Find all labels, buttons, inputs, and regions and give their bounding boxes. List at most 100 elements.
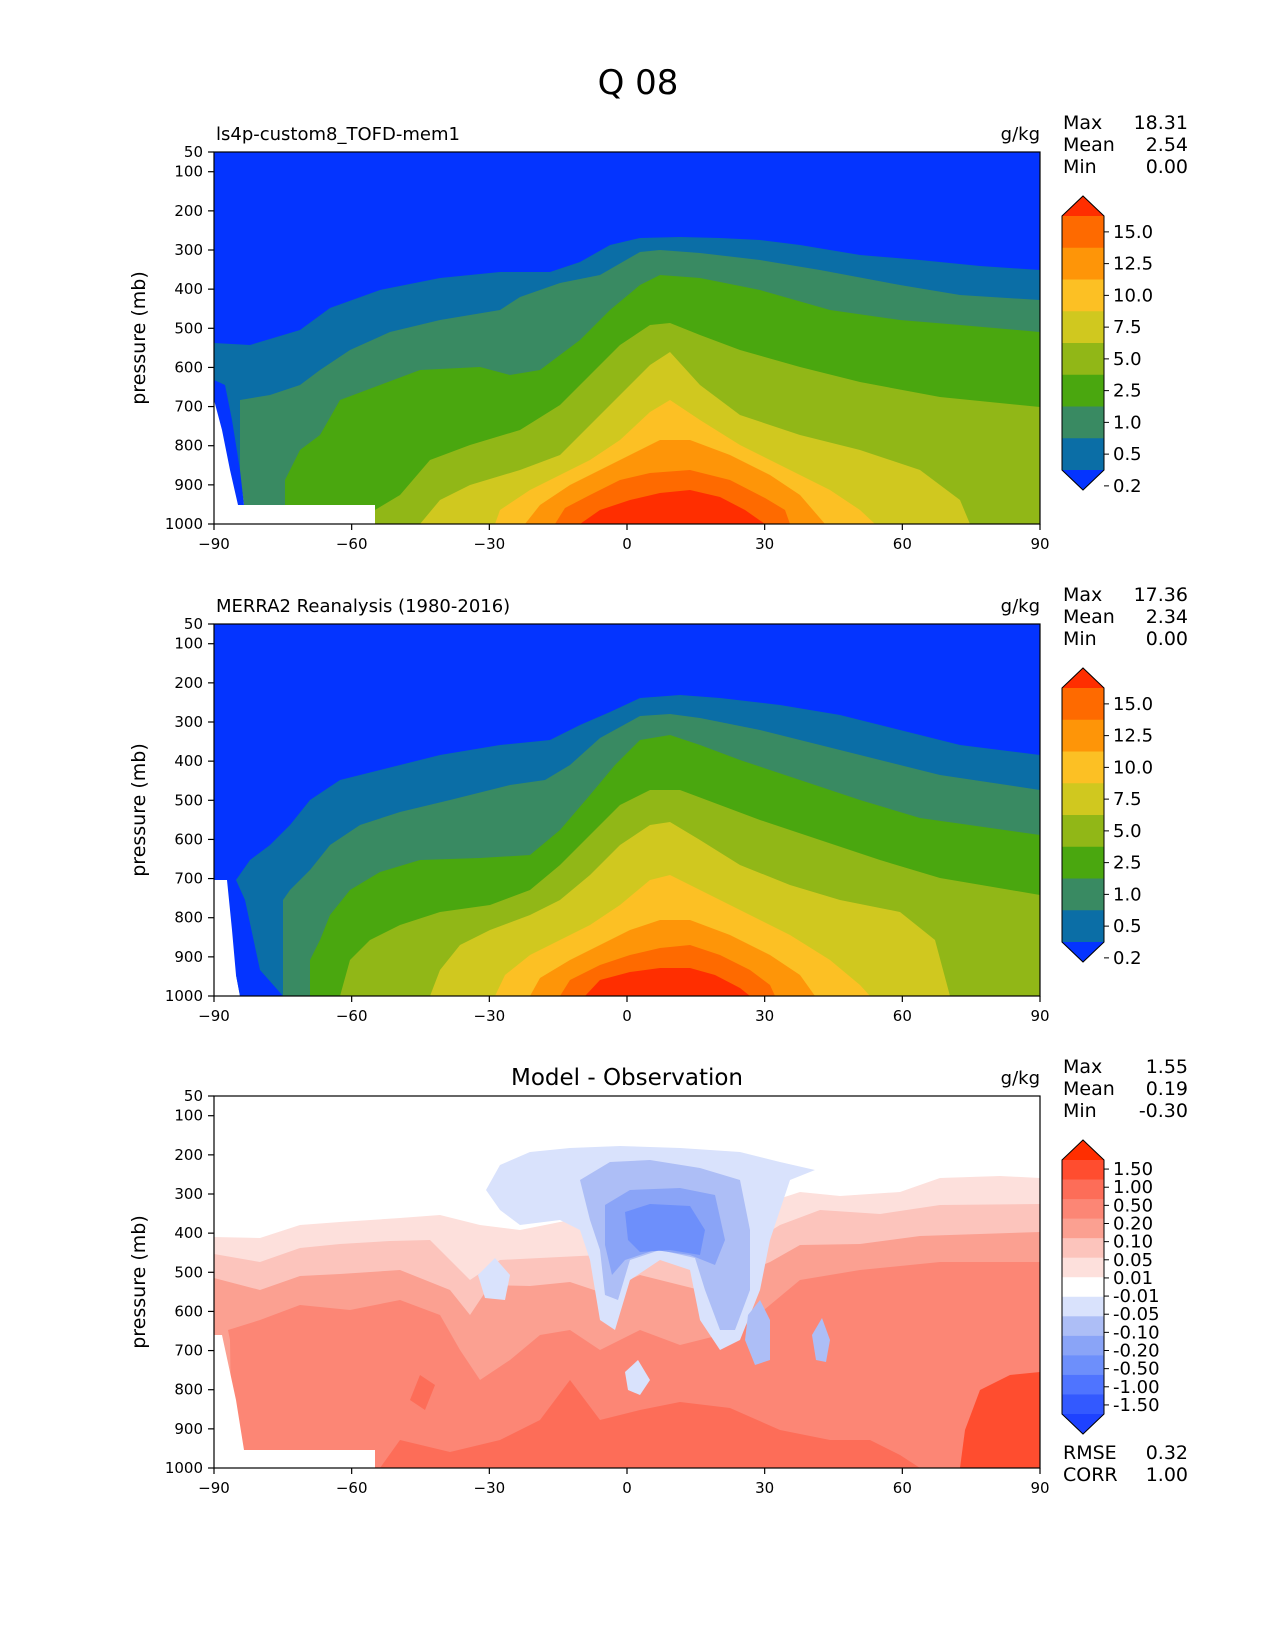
x-tick-label: 90 bbox=[1030, 1479, 1049, 1497]
colorbar-segment bbox=[1062, 1394, 1104, 1415]
x-tick-label: 60 bbox=[893, 1007, 912, 1025]
colorbar-segment bbox=[1062, 1316, 1104, 1337]
colorbar-segment bbox=[1062, 374, 1104, 407]
stat-label: Max bbox=[1063, 584, 1102, 606]
y-tick-label: 400 bbox=[174, 1224, 203, 1242]
colorbar: 15.0 12.5 10.0 7.5 5.0 2.5 1.0 0.5 0.2 bbox=[1061, 667, 1153, 969]
colorbar-segment bbox=[1062, 1179, 1104, 1200]
page-title: Q 08 bbox=[598, 63, 679, 103]
colorbar-tick-label: 0.5 bbox=[1113, 916, 1142, 937]
x-tick-label: 30 bbox=[755, 1007, 774, 1025]
colorbar-extend-min bbox=[1062, 470, 1104, 490]
y-tick-label: 50 bbox=[184, 615, 203, 633]
x-tick-label: −30 bbox=[474, 1479, 506, 1497]
colorbar-segment bbox=[1062, 1374, 1104, 1395]
stat-label: Max bbox=[1063, 112, 1102, 134]
colorbar-tick-label: 0.5 bbox=[1113, 444, 1142, 465]
y-tick-label: 800 bbox=[174, 909, 203, 927]
units-label: g/kg bbox=[1001, 1068, 1040, 1089]
colorbar-extend-max bbox=[1062, 196, 1104, 216]
y-tick-label: 50 bbox=[184, 1087, 203, 1105]
colorbar-extend-max bbox=[1062, 1140, 1104, 1160]
x-tick-label: −30 bbox=[474, 535, 506, 553]
colorbar-tick-label: 0.01 bbox=[1113, 1268, 1153, 1289]
colorbar-tick-label: -1.00 bbox=[1113, 1377, 1160, 1398]
y-axis-label: pressure (mb) bbox=[128, 743, 150, 877]
y-tick-label: 900 bbox=[174, 948, 203, 966]
y-tick-label: 600 bbox=[174, 1302, 203, 1320]
colorbar-segment bbox=[1062, 406, 1104, 439]
stat-label: Max bbox=[1063, 1056, 1102, 1078]
colorbar-outline bbox=[1061, 667, 1105, 963]
colorbar-tick-label: 0.20 bbox=[1113, 1214, 1153, 1235]
colorbar-segment bbox=[1062, 247, 1104, 280]
stat-label: Min bbox=[1063, 628, 1097, 650]
diff-positive-1.00 bbox=[960, 1372, 1040, 1468]
colorbar-tick-label: 7.5 bbox=[1113, 317, 1142, 338]
colorbar-segment bbox=[1062, 311, 1104, 344]
contour-area bbox=[214, 624, 1040, 996]
panel-title: Model - Observation bbox=[511, 1065, 743, 1091]
contour-area bbox=[214, 1096, 1040, 1468]
polar-fringe bbox=[214, 380, 244, 505]
panel-title: MERRA2 Reanalysis (1980-2016) bbox=[216, 596, 510, 617]
colorbar-segment bbox=[1062, 1335, 1104, 1356]
diff-negative-blob-b bbox=[478, 1258, 510, 1300]
x-tick-label: 0 bbox=[622, 1479, 632, 1497]
y-tick-label: 1000 bbox=[165, 987, 203, 1005]
y-tick-label: 900 bbox=[174, 1420, 203, 1438]
colorbar-segment bbox=[1062, 815, 1104, 848]
x-tick-label: −90 bbox=[198, 1007, 230, 1025]
panel-model: −90 −60 −30 0 30 60 90 50 100 200 300 400 500 600 700 8… bbox=[128, 112, 1188, 553]
y-tick-label: 900 bbox=[174, 476, 203, 494]
colorbar-tick-label: 0.2 bbox=[1113, 948, 1142, 969]
stat-value: 1.00 bbox=[1146, 1464, 1188, 1486]
diff-negative-0.20 bbox=[625, 1204, 705, 1255]
colorbar-tick-label: 15.0 bbox=[1113, 694, 1153, 715]
colorbar-tick-label: 10.0 bbox=[1113, 757, 1153, 778]
polar-fringe bbox=[236, 880, 283, 996]
stat-label: Min bbox=[1063, 1100, 1097, 1122]
y-tick-label: 400 bbox=[174, 280, 203, 298]
x-tick-label: 0 bbox=[622, 1007, 632, 1025]
contour-area bbox=[214, 152, 1040, 524]
colorbar-segment bbox=[1062, 846, 1104, 879]
colorbar-tick-label: 2.5 bbox=[1113, 853, 1142, 874]
stat-value: 2.34 bbox=[1146, 606, 1188, 628]
colorbar: 15.0 12.5 10.0 7.5 5.0 2.5 1.0 0.5 0.2 bbox=[1061, 195, 1153, 497]
contour-level-8 bbox=[585, 968, 750, 996]
units-label: g/kg bbox=[1001, 596, 1040, 617]
colorbar-segment bbox=[1062, 1199, 1104, 1220]
stat-value: 17.36 bbox=[1134, 584, 1188, 606]
contour-level-8 bbox=[580, 490, 765, 524]
colorbar-extend-min bbox=[1062, 1414, 1104, 1434]
colorbar-tick-label: 1.0 bbox=[1113, 412, 1142, 433]
colorbar-tick-label: 5.0 bbox=[1113, 821, 1142, 842]
colorbar-tick-label: -0.10 bbox=[1113, 1322, 1160, 1343]
y-tick-label: 800 bbox=[174, 1381, 203, 1399]
colorbar-tick-label: -0.20 bbox=[1113, 1341, 1160, 1362]
colorbar-tick-label: 15.0 bbox=[1113, 222, 1153, 243]
axes: −90 −60 −30 0 30 60 90 50 100 200 300 400 500 600 700 8… bbox=[128, 1056, 1188, 1497]
colorbar-segment bbox=[1062, 688, 1104, 721]
y-tick-label: 200 bbox=[174, 1146, 203, 1164]
stat-value: 0.32 bbox=[1146, 1442, 1188, 1464]
panel-observation: −90 −60 −30 0 30 60 90 50 100 200 300 400 500 600 700 8… bbox=[128, 584, 1188, 1025]
panel-title: ls4p-custom8_TOFD-mem1 bbox=[216, 124, 460, 145]
x-tick-label: 60 bbox=[893, 1479, 912, 1497]
panel-difference: −90 −60 −30 0 30 60 90 50 100 200 300 400 500 600 700 8… bbox=[128, 1056, 1188, 1497]
y-tick-label: 700 bbox=[174, 870, 203, 888]
colorbar-tick-label: 5.0 bbox=[1113, 349, 1142, 370]
colorbar-tick-label: 0.50 bbox=[1113, 1195, 1153, 1216]
y-tick-label: 600 bbox=[174, 358, 203, 376]
colorbar: 1.501.000.500.200.100.050.01-0.01-0.05-0… bbox=[1061, 1139, 1160, 1435]
diff-negative-blob-a bbox=[745, 1300, 770, 1365]
colorbar-segment bbox=[1062, 1160, 1104, 1181]
y-tick-label: 100 bbox=[174, 163, 203, 181]
y-tick-label: 700 bbox=[174, 398, 203, 416]
colorbar-tick-label: -0.01 bbox=[1113, 1286, 1160, 1307]
axes: −90 −60 −30 0 30 60 90 50 100 200 300 400 500 600 700 8… bbox=[128, 112, 1188, 553]
stat-value: 0.00 bbox=[1146, 156, 1188, 178]
colorbar-extend-min bbox=[1062, 942, 1104, 962]
stat-label: Mean bbox=[1063, 606, 1115, 628]
